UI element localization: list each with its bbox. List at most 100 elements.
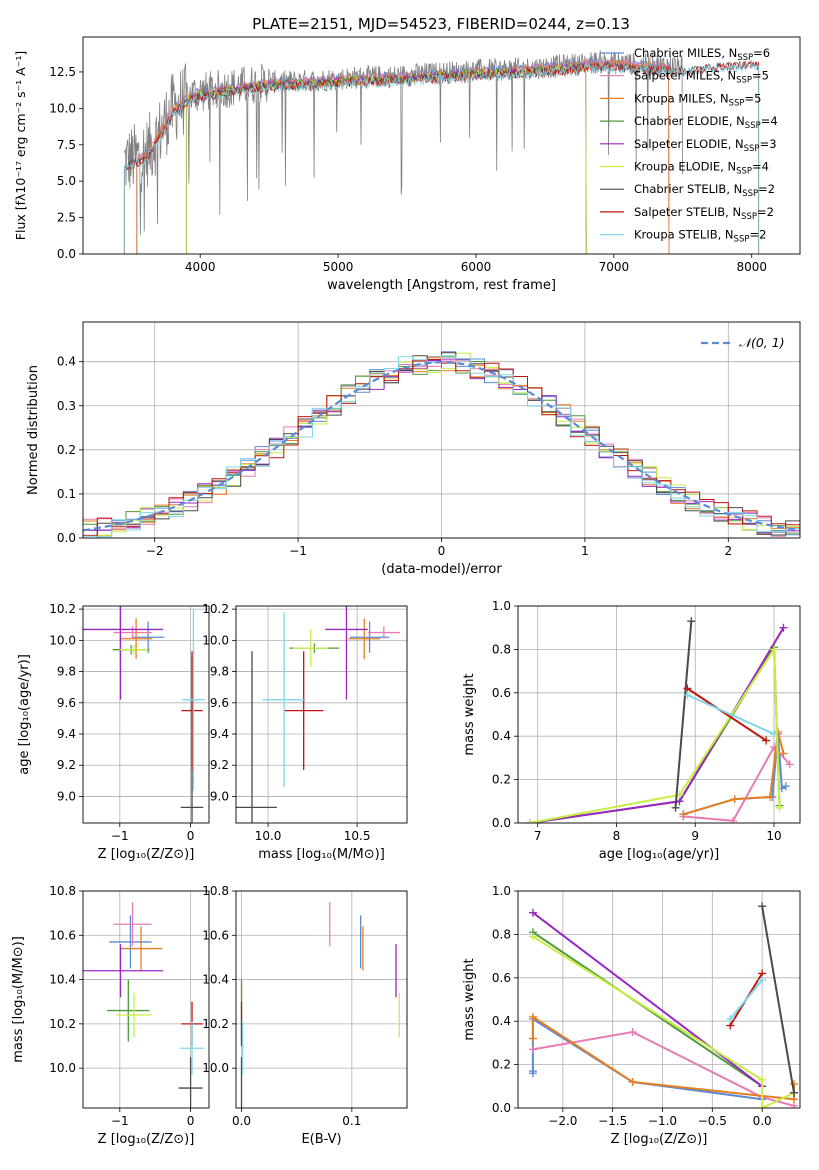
massweight-vs-age-frame [517, 605, 801, 824]
y-tick-label: 2.5 [57, 211, 76, 225]
errorbar-salpeter-elodie [83, 944, 163, 998]
y-tick-label: 10.0 [49, 633, 76, 647]
weight-series-kroupa-stelib [726, 975, 767, 1024]
x-tick-label: 0 [438, 544, 446, 558]
massweight-vs-age-plot-area [525, 617, 794, 823]
legend-entry: Chabrier ELODIE, NSSP=4 [634, 114, 778, 131]
x-tick-label: −1.5 [598, 1114, 627, 1128]
y-tick-label: 5.0 [57, 174, 76, 188]
y-tick-label: 0.6 [492, 686, 511, 700]
x-tick-label: 5000 [323, 260, 354, 274]
x-tick-label: −2.0 [548, 1114, 577, 1128]
x-axis-label: Z [log₁₀(Z/Z⊙)] [98, 1132, 195, 1147]
y-tick-label: 10.2 [49, 602, 76, 616]
x-tick-label: −0.5 [698, 1114, 727, 1128]
legend-entry-name: Chabrier STELIB, N [634, 182, 742, 196]
legend-entry: Chabrier MILES, NSSP=6 [634, 46, 770, 63]
x-axis-label: age [log₁₀(age/yr)] [599, 847, 720, 862]
legend-entry: 𝒩(0, 1) [739, 335, 785, 350]
y-tick-label: 0.4 [57, 355, 76, 369]
legend-entry: Salpeter STELIB, NSSP=2 [634, 205, 774, 222]
y-tick-label: 10.6 [49, 928, 76, 942]
x-tick-label: 0 [187, 1114, 195, 1128]
y-tick-label: 0.2 [57, 443, 76, 457]
weight-point-marker [758, 1075, 767, 1084]
x-tick-label: 0.0 [232, 1114, 251, 1128]
weight-point-marker [683, 690, 692, 699]
x-tick-label: 6000 [461, 260, 492, 274]
y-tick-label: 10.0 [49, 101, 76, 115]
y-axis-label: Normed distribution [26, 365, 41, 495]
mass-vs-z-frame [82, 890, 210, 1109]
weight-series-chabrier-stelib [758, 902, 799, 1097]
legend-entry-subscript: SSP [744, 144, 760, 154]
x-tick-label: 9 [691, 829, 699, 843]
age-vs-mass-frame [235, 605, 408, 824]
x-tick-label: −1 [111, 1114, 129, 1128]
weight-point-marker [525, 819, 534, 823]
y-tick-label: 10.2 [202, 602, 229, 616]
errorbar-salpeter-miles [367, 626, 400, 639]
x-tick-label: 8 [613, 829, 621, 843]
legend-entry: Salpeter ELODIE, NSSP=3 [634, 137, 777, 154]
legend-entry-name: Chabrier MILES, N [634, 46, 737, 60]
weight-point-marker [528, 932, 537, 941]
x-tick-label: 2 [724, 544, 732, 558]
weight-point-marker [528, 908, 537, 917]
errorbar-salpeter-elodie [83, 606, 163, 700]
legend-entry: Salpeter MILES, NSSP=5 [634, 69, 769, 86]
weight-point-marker [781, 782, 790, 791]
y-tick-label: 7.5 [57, 138, 76, 152]
weight-line [529, 643, 781, 823]
massweight-vs-z-frame [517, 890, 801, 1109]
weight-point-marker [785, 760, 794, 769]
x-tick-label: 10.0 [255, 829, 282, 843]
age-vs-z-plot-area [83, 606, 205, 823]
legend-entry-count: =6 [753, 46, 770, 60]
weight-series-kroupa-elodie [525, 645, 784, 823]
y-tick-label: 1.0 [492, 884, 511, 898]
y-tick-label: 9.8 [57, 665, 76, 679]
weight-series-kroupa-stelib [683, 690, 779, 739]
weight-series-kroupa-miles [679, 727, 788, 819]
x-axis-label: Z [log₁₀(Z/Z⊙)] [611, 1132, 708, 1147]
residual-distribution-plot-area [83, 351, 800, 538]
weight-point-marker [758, 1104, 767, 1108]
x-axis-label: Z [log₁₀(Z/Z⊙)] [98, 847, 195, 862]
spectrum-frame [82, 36, 801, 255]
x-tick-label: 4000 [185, 260, 216, 274]
y-tick-label: 1.0 [492, 599, 511, 613]
legend-entry: Kroupa ELODIE, NSSP=4 [634, 160, 769, 177]
errorbar-salpeter-miles [113, 626, 152, 639]
legend-entry-name: Kroupa MILES, N [634, 91, 729, 105]
y-tick-label: 0.0 [57, 531, 76, 545]
legend-entry-name: Salpeter STELIB, N [634, 205, 741, 219]
errorbar-kroupa-stelib [182, 609, 205, 791]
age-vs-z-panel: −1 0 9.0 9.2 9.4 9.6 9.8 10.0 10.2 Z [log₁₀(Z/Z⊙)… [17, 602, 210, 862]
legend-entry-count: =5 [744, 91, 761, 105]
weight-point-marker [779, 623, 788, 632]
legend-entry-subscript: SSP [742, 189, 758, 199]
mass-vs-ebv-plot-area [240, 902, 400, 1108]
y-axis-label: age [log₁₀(age/yr)] [17, 654, 32, 775]
errorbar-kroupa-miles [119, 926, 163, 971]
spectrum-panel: 4000 5000 6000 7000 8000 0.0 2.5 5.0 7.5 10.0 12.5… [13, 36, 801, 293]
weight-point-marker [628, 1028, 637, 1037]
weight-series-salpeter-stelib [683, 684, 771, 745]
legend-entry-count: =4 [752, 160, 769, 174]
x-axis-label: wavelength [Angstrom, rest frame] [327, 278, 556, 293]
x-tick-label: 10 [766, 829, 781, 843]
weight-point-marker [779, 749, 788, 758]
weight-point-marker [679, 810, 688, 819]
weight-line [729, 979, 763, 1020]
y-tick-label: 9.2 [57, 758, 76, 772]
y-tick-label: 0.2 [492, 773, 511, 787]
y-tick-label: 9.6 [57, 696, 76, 710]
y-tick-label: 10.4 [202, 973, 229, 987]
mass-vs-z-plot-area [83, 902, 205, 1108]
weight-point-marker [730, 795, 739, 804]
errorbar-salpeter-stelib [284, 651, 324, 770]
weight-point-marker [528, 1067, 537, 1076]
x-tick-label: 10.5 [344, 829, 371, 843]
